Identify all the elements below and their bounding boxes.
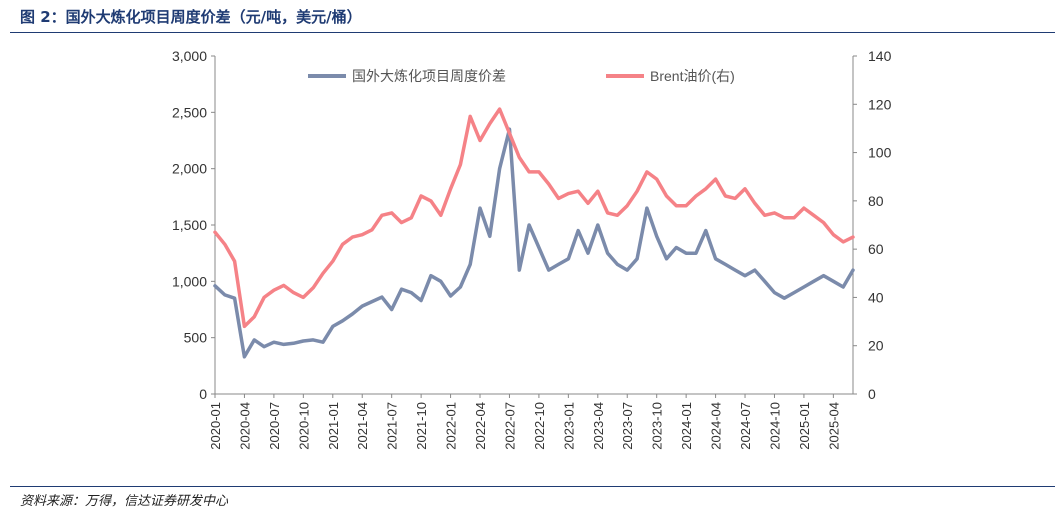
x-tick-label: 2021-01 xyxy=(326,402,341,450)
x-tick-label: 2020-07 xyxy=(267,402,282,450)
left-tick-label: 500 xyxy=(184,330,208,346)
right-tick-label: 20 xyxy=(868,338,884,354)
x-tick-label: 2020-10 xyxy=(296,402,311,450)
legend-spread-label: 国外大炼化项目周度价差 xyxy=(352,68,506,84)
legend-brent-label: Brent油价(右) xyxy=(650,68,735,84)
right-tick-label: 120 xyxy=(868,96,892,112)
right-tick-label: 100 xyxy=(868,145,892,161)
legend: 国外大炼化项目周度价差 Brent油价(右) xyxy=(308,68,735,84)
spread-series-line xyxy=(213,127,855,359)
x-tick-label: 2024-04 xyxy=(709,402,724,450)
right-tick-label: 60 xyxy=(868,241,884,257)
source-rule xyxy=(10,486,1055,487)
x-tick-label: 2021-10 xyxy=(414,402,429,450)
x-tick-label: 2021-07 xyxy=(385,402,400,450)
left-tick-label: 3,000 xyxy=(172,48,207,64)
right-tick-label: 80 xyxy=(868,193,884,209)
chart: 0 500 1,000 1,500 2,000 2,500 3,000 0 20 40 60 80 10… xyxy=(172,48,892,450)
source-note: 资料来源：万得，信达证券研发中心 xyxy=(20,494,229,509)
x-tick-label: 2023-01 xyxy=(561,402,576,450)
right-tick-label: 40 xyxy=(868,289,884,305)
x-tick-label: 2022-07 xyxy=(502,402,517,450)
right-tick-label: 140 xyxy=(868,48,892,64)
x-tick-label: 2022-10 xyxy=(532,402,547,450)
x-tick-label: 2023-10 xyxy=(650,402,665,450)
left-tick-label: 2,000 xyxy=(172,161,207,177)
x-tick-label: 2020-04 xyxy=(237,402,252,450)
x-tick-label: 2022-04 xyxy=(473,402,488,450)
x-tick-label: 2025-04 xyxy=(826,402,841,450)
brent-series-line xyxy=(213,107,855,329)
x-tick-label: 2023-04 xyxy=(591,402,606,450)
x-tick-label: 2025-01 xyxy=(797,402,812,450)
x-tick-label: 2023-07 xyxy=(620,402,635,450)
left-tick-label: 1,500 xyxy=(172,217,207,233)
title-rule xyxy=(10,32,1055,33)
left-tick-label: 1,000 xyxy=(172,273,207,289)
x-tick-label: 2020-01 xyxy=(208,402,223,450)
right-tick-label: 0 xyxy=(868,386,876,402)
x-tick-label: 2024-10 xyxy=(767,402,782,450)
x-tick-label: 2024-07 xyxy=(738,402,753,450)
x-tick-label: 2024-01 xyxy=(679,402,694,450)
left-tick-label: 0 xyxy=(199,386,207,402)
figure-title: 图 2：国外大炼化项目周度价差（元/吨，美元/桶） xyxy=(20,8,362,26)
x-tick-label: 2021-04 xyxy=(355,402,370,450)
left-tick-label: 2,500 xyxy=(172,104,207,120)
x-tick-label: 2022-01 xyxy=(444,402,459,450)
